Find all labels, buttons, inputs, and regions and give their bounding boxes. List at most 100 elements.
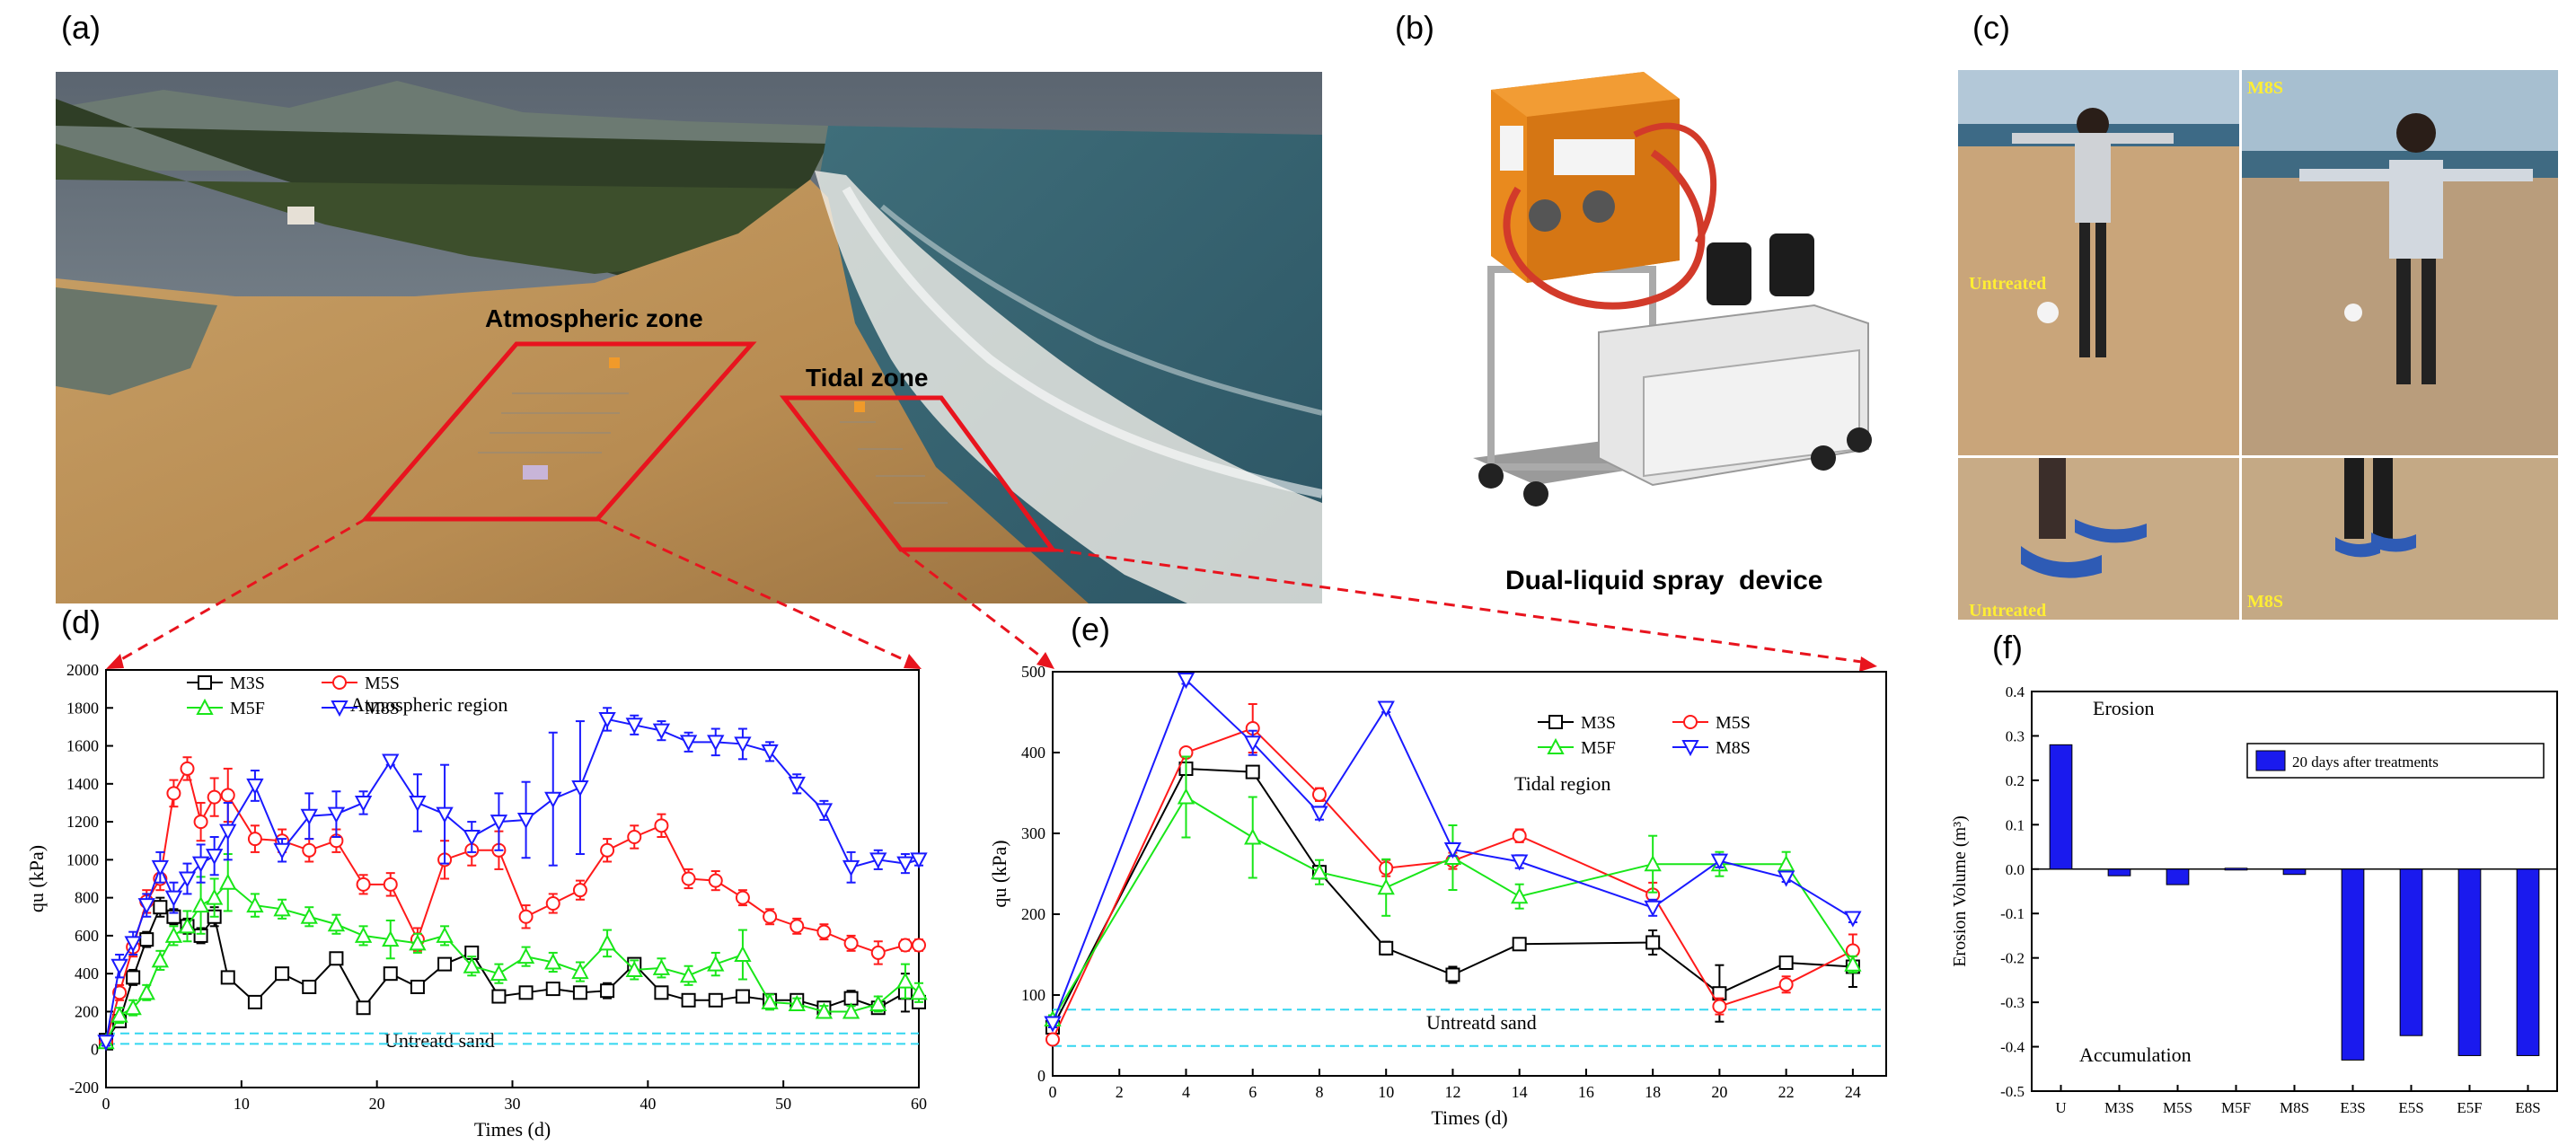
data-point-M5F	[354, 926, 373, 943]
data-point-M8S	[516, 812, 535, 830]
chart-atmospheric: Atmospheric region Untreatd sand 0 10 20 30…	[25, 661, 928, 1141]
data-point-M5F	[327, 915, 346, 932]
x-tick-label-E5F: E5F	[2457, 1099, 2482, 1116]
data-point-M8S	[97, 1035, 115, 1052]
x-tick-label: 10	[234, 1095, 250, 1113]
y-tick-label: 300	[1021, 824, 1045, 842]
device-caption: Dual-liquid spray device	[1505, 566, 1823, 595]
data-point-M8S	[1377, 700, 1395, 718]
data-point-M3S	[329, 951, 344, 966]
data-point-M5F	[219, 873, 237, 890]
bar-U	[2049, 744, 2073, 870]
data-point-M5F	[544, 953, 562, 970]
legend: 20 days after treatments	[2246, 743, 2545, 779]
data-point-M8S	[178, 871, 197, 888]
atmospheric-zone-outline	[360, 341, 757, 522]
data-point-M5F	[815, 1002, 834, 1019]
legend: M3S M5S M5F M8S	[1538, 713, 1751, 758]
data-point-M5S	[518, 909, 534, 924]
y-tick-label: 0.3	[2006, 727, 2025, 744]
data-point-M5F	[409, 934, 427, 951]
y-tick-label: 400	[75, 964, 99, 982]
legend-label-M5S: M5S	[1716, 713, 1751, 733]
data-point-M5F	[734, 945, 752, 963]
data-point-M3S	[545, 982, 560, 997]
x-tick-label-M3S: M3S	[2104, 1099, 2134, 1116]
data-point-M5S	[790, 919, 805, 934]
y-tick-label: 500	[1021, 663, 1045, 681]
legend-label-M3S: M3S	[1581, 713, 1616, 733]
y-tick-label: 0	[91, 1041, 99, 1059]
chart-e-annotation: Tidal region	[1514, 772, 1610, 795]
data-point-M5F	[869, 994, 887, 1011]
y-tick-label: -200	[69, 1079, 99, 1097]
zone-marker-flag-tidal	[854, 401, 865, 412]
legend-label: 20 days after treatments	[2292, 753, 2439, 771]
data-point-M5S	[180, 761, 195, 776]
data-point-M3S	[708, 992, 723, 1008]
legend-marker-M5S	[1683, 715, 1698, 729]
x-tick-label: 16	[1578, 1083, 1594, 1101]
data-point-M8S	[164, 890, 183, 907]
data-point-M8S	[463, 830, 481, 847]
data-point-M5F	[1244, 828, 1262, 845]
data-point-M5F	[151, 951, 169, 968]
x-tick-label-M5S: M5S	[2163, 1099, 2192, 1116]
bar-M8S	[2282, 868, 2307, 876]
legend-marker-M5S	[332, 675, 347, 690]
y-axis-label: Erosion Volume (m³)	[1950, 815, 1970, 967]
legend-marker-M3S	[198, 675, 212, 690]
data-point-M5F	[1377, 878, 1395, 895]
data-point-M8S	[246, 778, 264, 796]
legend-label-M3S: M3S	[230, 674, 265, 693]
data-point-M5F	[463, 956, 481, 973]
data-point-M5F	[124, 999, 142, 1016]
data-point-M5F	[625, 960, 643, 977]
y-tick-label: -0.5	[2000, 1083, 2025, 1100]
y-tick-label: 400	[1021, 744, 1045, 762]
x-tick-label: 12	[1444, 1083, 1460, 1101]
x-tick-label: 30	[505, 1095, 521, 1113]
x-tick-label: 2	[1116, 1083, 1124, 1101]
series-M8S	[1044, 673, 1862, 1033]
data-point-M8S	[273, 842, 291, 859]
y-tick-label: 0.0	[2006, 861, 2025, 878]
data-point-M8S	[652, 723, 671, 740]
x-tick-label: 20	[369, 1095, 385, 1113]
legend-box	[2246, 743, 2545, 779]
x-tick-label: 6	[1248, 1083, 1257, 1101]
data-point-M5S	[1712, 999, 1727, 1014]
data-point-M5F	[110, 1006, 128, 1023]
y-tick-label: 0.2	[2006, 772, 2025, 789]
data-point-M5F	[1511, 887, 1529, 904]
series-M3S	[1045, 762, 1860, 1035]
data-point-M5F	[652, 958, 671, 975]
x-tick-label-M8S: M8S	[2280, 1099, 2309, 1116]
legend-label-M5S: M5S	[365, 674, 400, 693]
y-tick-label: 2000	[66, 661, 99, 679]
data-point-M8S	[1777, 870, 1795, 887]
data-point-M5F	[842, 1002, 860, 1019]
data-point-M8S	[436, 806, 454, 824]
data-point-M8S	[571, 780, 589, 797]
data-point-M8S	[896, 856, 914, 873]
legend-label-M8S: M8S	[365, 699, 400, 718]
data-point-M3S	[437, 956, 453, 972]
data-point-M5F	[191, 895, 210, 913]
x-tick-label: 50	[775, 1095, 791, 1113]
data-point-M3S	[1379, 940, 1394, 956]
data-point-M8S	[206, 849, 224, 866]
data-point-M3S	[247, 994, 262, 1009]
data-point-M8S	[1844, 911, 1862, 928]
x-tick-label-E3S: E3S	[2340, 1099, 2365, 1116]
data-point-M5S	[166, 786, 181, 801]
data-point-M5S	[545, 895, 560, 911]
label-m8s-bottom: M8S	[2247, 592, 2283, 612]
data-point-M8S	[1511, 854, 1529, 871]
data-point-M8S	[137, 898, 155, 915]
data-point-M3S	[139, 932, 154, 947]
x-tick-label-E5S: E5S	[2398, 1099, 2423, 1116]
data-point-M5S	[1845, 943, 1860, 958]
data-point-M5F	[1310, 863, 1328, 880]
